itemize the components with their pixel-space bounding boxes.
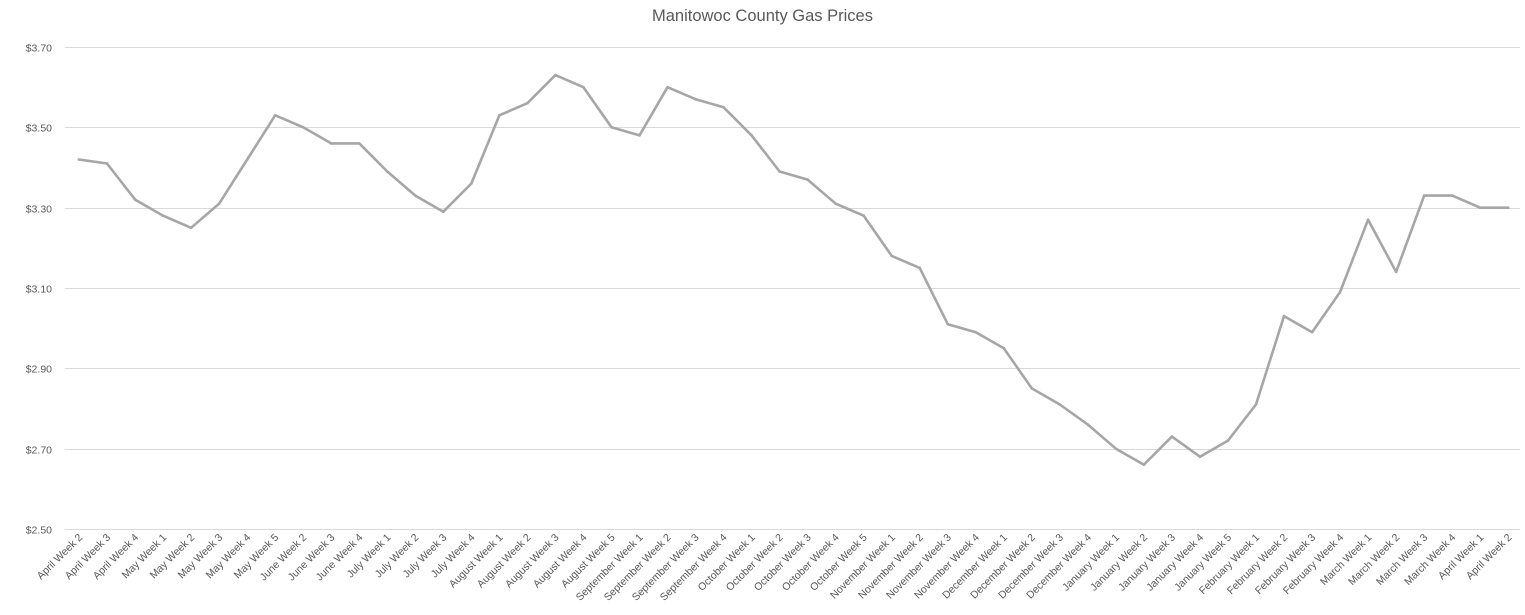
data-point <box>1422 194 1426 197</box>
data-point <box>862 214 865 217</box>
data-point <box>694 97 697 101</box>
data-point <box>273 114 277 117</box>
data-point <box>1142 463 1146 467</box>
y-tick-label: $2.70 <box>26 445 52 457</box>
chart-title: Manitowoc County Gas Prices <box>651 7 873 25</box>
data-point <box>1170 435 1174 438</box>
data-point <box>1478 206 1482 209</box>
data-point <box>778 170 781 173</box>
data-point <box>1198 455 1202 459</box>
data-point <box>1366 218 1370 221</box>
data-point <box>526 101 529 105</box>
y-tick-label: $3.10 <box>26 284 52 296</box>
data-point <box>1310 330 1314 334</box>
data-point <box>1338 290 1342 294</box>
data-point <box>974 330 978 334</box>
data-point <box>1226 439 1230 442</box>
data-point <box>1030 387 1034 390</box>
data-point <box>77 158 81 161</box>
data-point <box>722 106 725 109</box>
data-point <box>217 202 221 205</box>
data-point <box>1450 194 1454 197</box>
data-point <box>890 254 893 258</box>
data-point <box>329 142 333 145</box>
data-point <box>1394 270 1398 274</box>
data-point <box>414 194 417 197</box>
data-point <box>1254 403 1258 406</box>
data-point <box>582 85 585 89</box>
data-point <box>1114 447 1118 451</box>
data-point <box>918 266 921 270</box>
y-tick-label: $3.30 <box>26 204 52 216</box>
data-point <box>161 214 165 217</box>
data-point <box>386 170 389 173</box>
y-tick-label: $3.70 <box>26 43 52 55</box>
data-point <box>301 126 305 129</box>
y-tick-label: $2.50 <box>26 525 52 537</box>
data-point <box>245 158 249 161</box>
data-point <box>1002 346 1006 350</box>
series-line <box>77 73 1510 467</box>
data-point <box>610 126 613 129</box>
data-point <box>470 182 473 185</box>
data-point <box>946 322 950 326</box>
data-point <box>105 162 109 165</box>
data-point <box>834 202 837 205</box>
y-tick-label: $3.50 <box>26 123 52 135</box>
data-point <box>189 226 193 230</box>
data-point <box>1086 423 1090 426</box>
data-point <box>666 85 669 89</box>
data-point <box>638 134 641 137</box>
data-point <box>750 134 753 137</box>
data-point <box>1506 206 1510 209</box>
data-point <box>358 142 361 145</box>
data-point <box>1058 403 1062 406</box>
data-point <box>133 198 137 201</box>
data-point <box>1282 314 1286 318</box>
y-tick-label: $2.90 <box>26 364 52 376</box>
data-point <box>806 178 809 181</box>
data-point <box>554 73 557 77</box>
data-point <box>498 114 501 117</box>
data-point <box>442 210 445 213</box>
